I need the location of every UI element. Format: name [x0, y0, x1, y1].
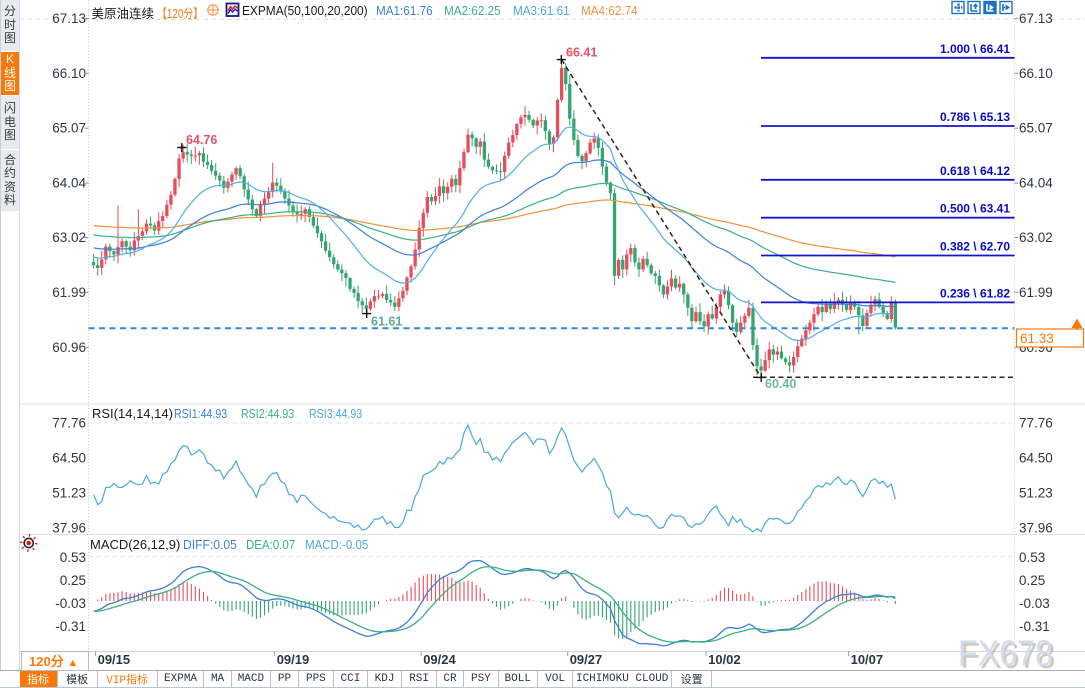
svg-text:65.07: 65.07: [52, 121, 86, 136]
svg-text:67.13: 67.13: [52, 11, 86, 26]
svg-text:60.96: 60.96: [52, 340, 86, 355]
svg-text:-0.31: -0.31: [55, 619, 86, 634]
svg-text:77.76: 77.76: [52, 416, 86, 431]
svg-text:0.500 \ 63.41: 0.500 \ 63.41: [940, 202, 1010, 216]
svg-text:09/24: 09/24: [423, 652, 456, 667]
svg-text:66.10: 66.10: [52, 66, 86, 81]
svg-text:0.25: 0.25: [60, 573, 86, 588]
svg-text:64.76: 64.76: [186, 133, 217, 147]
svg-text:0.382 \ 62.70: 0.382 \ 62.70: [940, 240, 1010, 254]
svg-text:0.53: 0.53: [1019, 550, 1045, 565]
svg-text:65.07: 65.07: [1019, 121, 1053, 136]
svg-text:09/27: 09/27: [570, 652, 603, 667]
svg-text:09/15: 09/15: [98, 652, 131, 667]
svg-text:0.53: 0.53: [60, 550, 86, 565]
svg-text:67.13: 67.13: [1019, 11, 1053, 26]
svg-text:61.99: 61.99: [1019, 285, 1053, 300]
svg-text:1.000 \ 66.41: 1.000 \ 66.41: [940, 42, 1010, 56]
svg-text:64.50: 64.50: [1019, 451, 1053, 466]
svg-text:64.04: 64.04: [52, 176, 86, 191]
svg-text:09/19: 09/19: [277, 652, 310, 667]
svg-text:0.236 \ 61.82: 0.236 \ 61.82: [940, 286, 1010, 300]
svg-text:10/02: 10/02: [708, 652, 741, 667]
svg-text:37.96: 37.96: [1019, 521, 1053, 536]
svg-text:64.04: 64.04: [1019, 176, 1053, 191]
svg-text:-0.03: -0.03: [55, 596, 86, 611]
svg-text:61.99: 61.99: [52, 285, 86, 300]
svg-text:-0.31: -0.31: [1019, 619, 1050, 634]
svg-text:61.33: 61.33: [1020, 331, 1054, 346]
svg-text:61.61: 61.61: [371, 315, 402, 329]
svg-text:63.02: 63.02: [1019, 230, 1053, 245]
svg-text:63.02: 63.02: [52, 230, 86, 245]
svg-text:51.23: 51.23: [1019, 486, 1053, 501]
svg-text:66.41: 66.41: [566, 46, 597, 60]
svg-text:10/07: 10/07: [851, 652, 884, 667]
svg-text:77.76: 77.76: [1019, 416, 1053, 431]
svg-text:0.618 \ 64.12: 0.618 \ 64.12: [940, 164, 1010, 178]
svg-text:0.25: 0.25: [1019, 573, 1045, 588]
svg-text:-0.03: -0.03: [1019, 596, 1050, 611]
svg-text:0.786 \ 65.13: 0.786 \ 65.13: [940, 110, 1010, 124]
svg-text:51.23: 51.23: [52, 486, 86, 501]
svg-text:FX678: FX678: [958, 633, 1053, 674]
svg-text:37.96: 37.96: [52, 521, 86, 536]
svg-text:FX678: FX678: [961, 635, 1056, 676]
svg-text:66.10: 66.10: [1019, 66, 1053, 81]
svg-text:60.40: 60.40: [765, 377, 796, 391]
svg-text:64.50: 64.50: [52, 451, 86, 466]
